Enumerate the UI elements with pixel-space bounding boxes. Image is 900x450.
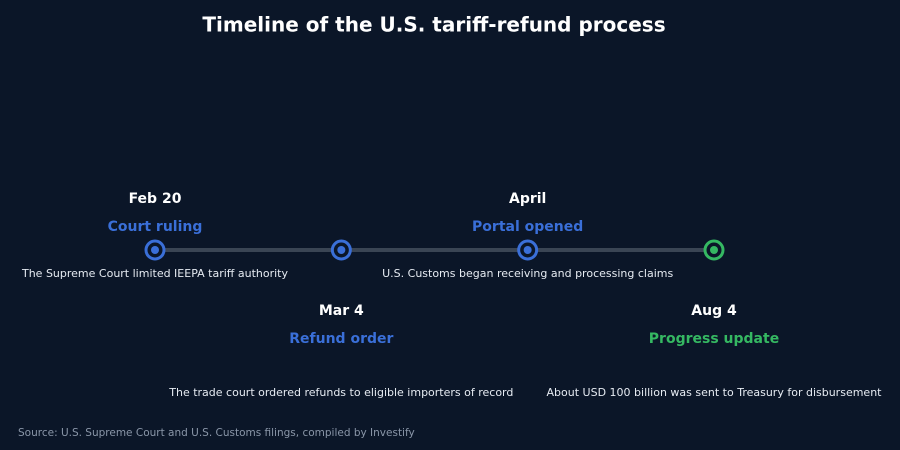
event-label: Court ruling (108, 219, 203, 235)
event-date: Feb 20 (129, 191, 182, 207)
event-description: The trade court ordered refunds to eligi… (168, 386, 513, 399)
event-description: U.S. Customs began receiving and process… (382, 267, 673, 280)
marker-dot (337, 246, 346, 254)
event-label: Portal opened (472, 219, 583, 235)
event-label: Refund order (289, 331, 393, 347)
marker-dot (151, 246, 159, 254)
marker-dot (710, 246, 718, 254)
title: Timeline of the U.S. tariff-refund proce… (202, 13, 665, 37)
event-date: Aug 4 (691, 303, 737, 319)
event-date: Mar 4 (319, 303, 364, 319)
event-description: About USD 100 billion was sent to Treasu… (547, 386, 883, 399)
source: Source: U.S. Supreme Court and U.S. Cust… (18, 427, 415, 439)
event-label: Progress update (649, 331, 779, 347)
event-description: The Supreme Court limited IEEPA tariff a… (21, 267, 288, 280)
marker-dot (523, 246, 532, 254)
event-date: April (509, 191, 546, 207)
